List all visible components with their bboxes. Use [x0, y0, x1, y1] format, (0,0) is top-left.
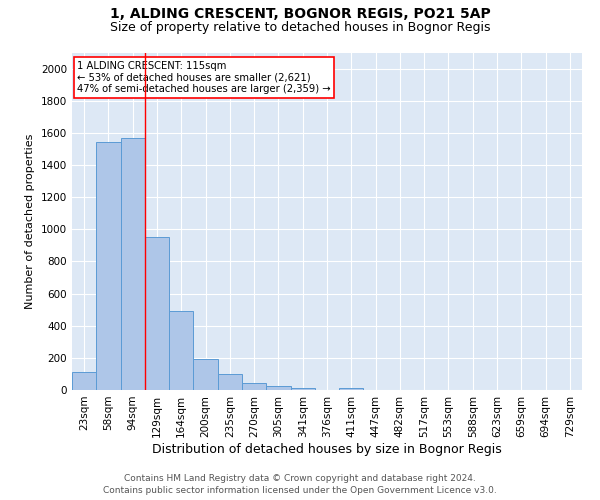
Bar [121, 138, 145, 390]
Text: Size of property relative to detached houses in Bognor Regis: Size of property relative to detached ho… [110, 22, 490, 35]
Text: 1 ALDING CRESCENT: 115sqm
← 53% of detached houses are smaller (2,621)
47% of se: 1 ALDING CRESCENT: 115sqm ← 53% of detac… [77, 61, 331, 94]
Bar [242, 383, 266, 390]
Bar [96, 142, 121, 390]
Text: Contains HM Land Registry data © Crown copyright and database right 2024.
Contai: Contains HM Land Registry data © Crown c… [103, 474, 497, 495]
Bar [218, 374, 242, 390]
Bar [290, 388, 315, 390]
Bar [266, 386, 290, 390]
Bar [339, 388, 364, 390]
Bar [169, 311, 193, 390]
Bar [145, 238, 169, 390]
Bar [193, 360, 218, 390]
Bar [72, 372, 96, 390]
Text: 1, ALDING CRESCENT, BOGNOR REGIS, PO21 5AP: 1, ALDING CRESCENT, BOGNOR REGIS, PO21 5… [110, 8, 490, 22]
Y-axis label: Number of detached properties: Number of detached properties [25, 134, 35, 309]
X-axis label: Distribution of detached houses by size in Bognor Regis: Distribution of detached houses by size … [152, 442, 502, 456]
